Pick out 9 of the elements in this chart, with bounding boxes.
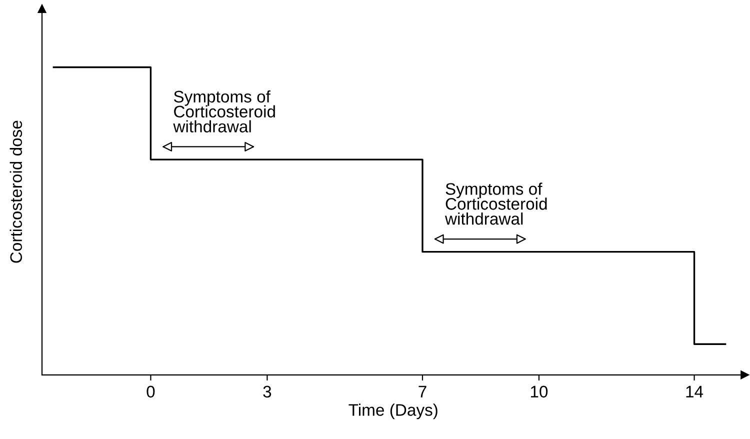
x-tick-label: 0 bbox=[146, 386, 155, 398]
x-tick-label: 3 bbox=[263, 386, 272, 398]
x-axis-title: Time (Days) bbox=[348, 404, 438, 420]
annotation: Symptoms of Corticosteroid withdrawal bbox=[444, 182, 547, 225]
x-tick-label: 14 bbox=[686, 386, 704, 398]
y-axis-title: Corticosteroid dose bbox=[10, 120, 22, 263]
annotation: Symptoms of Corticosteroid withdrawal bbox=[173, 90, 275, 132]
x-tick-label: 7 bbox=[418, 386, 426, 398]
x-tick-label: 10 bbox=[530, 386, 548, 398]
